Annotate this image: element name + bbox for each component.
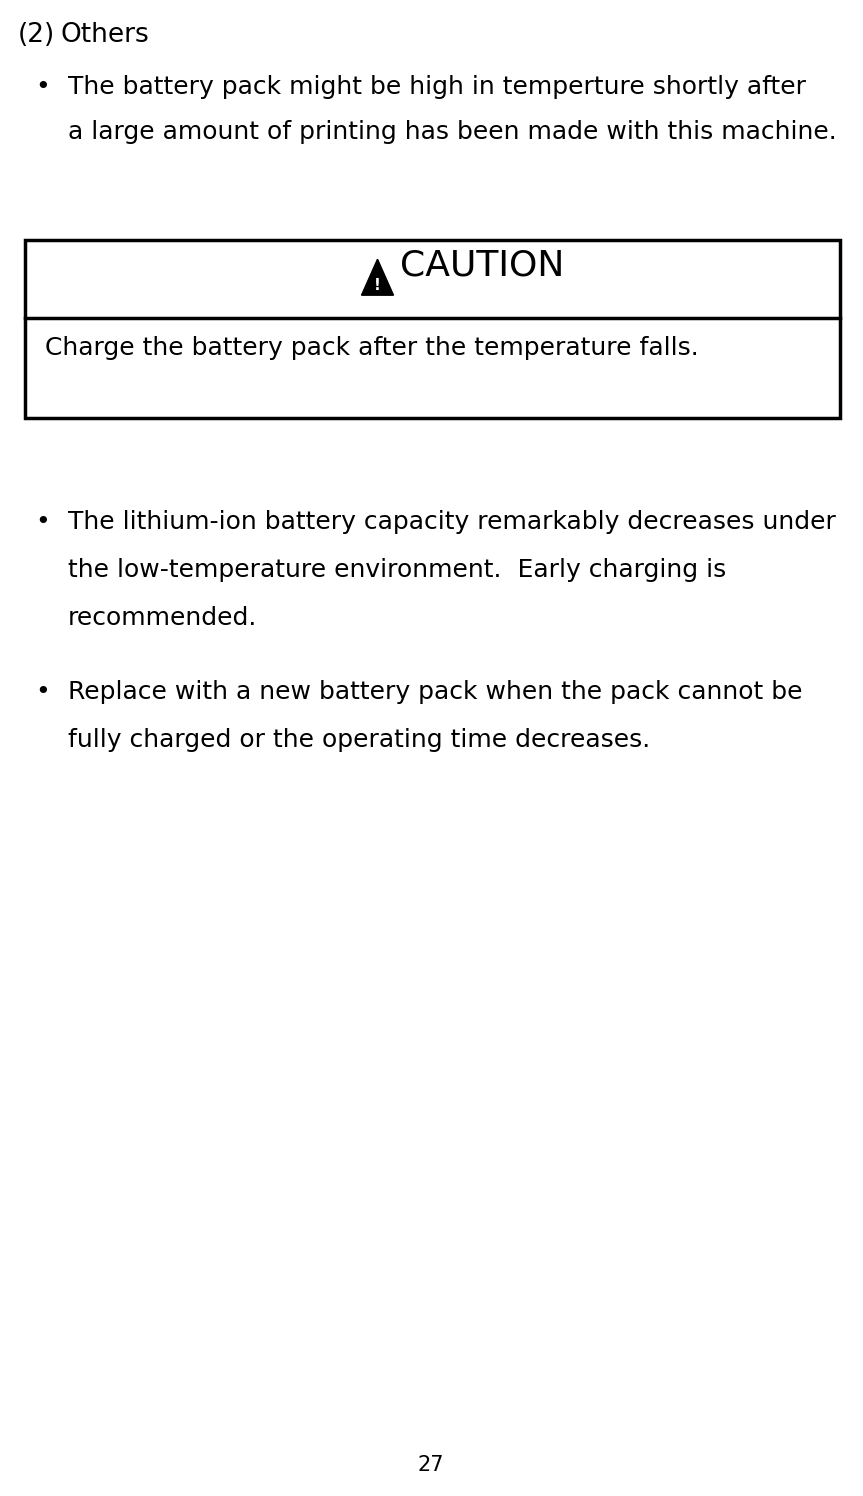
Text: •: •	[35, 681, 50, 705]
Bar	[25, 239, 840, 417]
Text: Charge the battery pack after the temperature falls.: Charge the battery pack after the temper…	[45, 337, 699, 361]
Text: 27: 27	[418, 1456, 444, 1475]
Text: fully charged or the operating time decreases.: fully charged or the operating time decr…	[68, 729, 650, 752]
Text: !: !	[374, 277, 381, 293]
Text: a large amount of printing has been made with this machine.: a large amount of printing has been made…	[68, 120, 837, 144]
Text: •: •	[35, 75, 50, 99]
Text: recommended.: recommended.	[68, 606, 257, 630]
Polygon shape	[362, 259, 394, 295]
Text: the low-temperature environment.  Early charging is: the low-temperature environment. Early c…	[68, 558, 727, 582]
Text: (2): (2)	[18, 22, 55, 48]
Text: Others: Others	[60, 22, 148, 48]
Text: The battery pack might be high in temperture shortly after: The battery pack might be high in temper…	[68, 75, 806, 99]
Text: Replace with a new battery pack when the pack cannot be: Replace with a new battery pack when the…	[68, 681, 803, 705]
Text: •: •	[35, 510, 50, 534]
Text: CAUTION: CAUTION	[400, 248, 564, 283]
Text: The lithium-ion battery capacity remarkably decreases under: The lithium-ion battery capacity remarka…	[68, 510, 836, 534]
